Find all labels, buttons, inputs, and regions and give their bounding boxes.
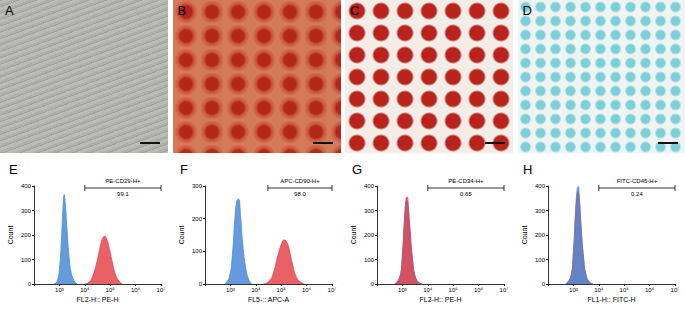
html-text:B: B [177, 3, 187, 18]
svg-text:0.24: 0.24 [631, 191, 643, 197]
svg-text:FL1-H:: FITC-H: FL1-H:: FITC-H [587, 296, 635, 303]
svg-text:10⁴: 10⁴ [423, 287, 433, 293]
svg-text:FL5-:: APC-A: FL5-:: APC-A [248, 296, 290, 303]
svg-text:10⁶: 10⁶ [131, 287, 141, 293]
svg-text:Count: Count [178, 226, 185, 245]
svg-text:300: 300 [192, 183, 203, 189]
svg-text:100: 100 [535, 257, 546, 263]
svg-text:10⁴: 10⁴ [594, 287, 604, 293]
svg-text:10⁴: 10⁴ [251, 287, 261, 293]
svg-text:10⁶: 10⁶ [645, 287, 655, 293]
svg-text:10⁶: 10⁶ [474, 287, 484, 293]
svg-text:10³: 10³ [226, 287, 235, 293]
svg-text:200: 200 [21, 232, 32, 238]
svg-text:Count: Count [521, 226, 528, 245]
svg-text:PE-CD34-H+: PE-CD34-H+ [448, 178, 484, 184]
svg-text:99.1: 99.1 [117, 191, 129, 197]
svg-text:Count: Count [350, 226, 357, 245]
svg-text:10³: 10³ [55, 287, 64, 293]
svg-text:200: 200 [535, 232, 546, 238]
svg-text:10⁵: 10⁵ [449, 287, 459, 293]
svg-text:200: 200 [192, 216, 203, 222]
svg-text:400: 400 [535, 183, 546, 189]
svg-text:300: 300 [364, 208, 375, 214]
svg-text:10⁵: 10⁵ [620, 287, 630, 293]
svg-text:10⁷: 10⁷ [328, 287, 337, 293]
svg-text:0: 0 [371, 281, 375, 287]
svg-text:FL2-H:: PE-H: FL2-H:: PE-H [76, 296, 118, 303]
svg-text:PE-CD29-H+: PE-CD29-H+ [105, 178, 141, 184]
svg-text:400: 400 [21, 183, 32, 189]
svg-text:10⁷: 10⁷ [500, 287, 509, 293]
svg-text:G: G [352, 162, 362, 177]
svg-text:300: 300 [535, 208, 546, 214]
svg-text:0: 0 [542, 281, 546, 287]
svg-text:10⁷: 10⁷ [671, 287, 680, 293]
svg-text:0: 0 [28, 281, 32, 287]
svg-text:100: 100 [192, 248, 203, 254]
svg-text:APC-CD90-H+: APC-CD90-H+ [280, 178, 320, 184]
svg-text:200: 200 [364, 232, 375, 238]
svg-text:Count: Count [7, 226, 14, 245]
svg-text:400: 400 [364, 183, 375, 189]
svg-text:E: E [9, 162, 18, 177]
html-text:C: C [350, 3, 360, 18]
html-text:D: D [522, 3, 532, 18]
svg-text:10³: 10³ [398, 287, 407, 293]
svg-text:98.0: 98.0 [294, 191, 306, 197]
svg-text:10⁵: 10⁵ [106, 287, 116, 293]
svg-text:FL2-H:: PE-H: FL2-H:: PE-H [419, 296, 461, 303]
svg-text:10⁵: 10⁵ [277, 287, 287, 293]
svg-text:10³: 10³ [569, 287, 578, 293]
svg-text:F: F [180, 162, 188, 177]
svg-text:100: 100 [21, 257, 32, 263]
svg-text:FITC-CD45-H+: FITC-CD45-H+ [617, 178, 658, 184]
svg-text:0: 0 [199, 281, 203, 287]
html-text:A: A [5, 3, 14, 18]
svg-text:10⁶: 10⁶ [302, 287, 312, 293]
svg-text:300: 300 [21, 208, 32, 214]
svg-text:10⁷: 10⁷ [157, 287, 166, 293]
svg-text:H: H [523, 162, 532, 177]
svg-text:100: 100 [364, 257, 375, 263]
svg-text:0.65: 0.65 [460, 191, 472, 197]
svg-text:10⁴: 10⁴ [80, 287, 90, 293]
